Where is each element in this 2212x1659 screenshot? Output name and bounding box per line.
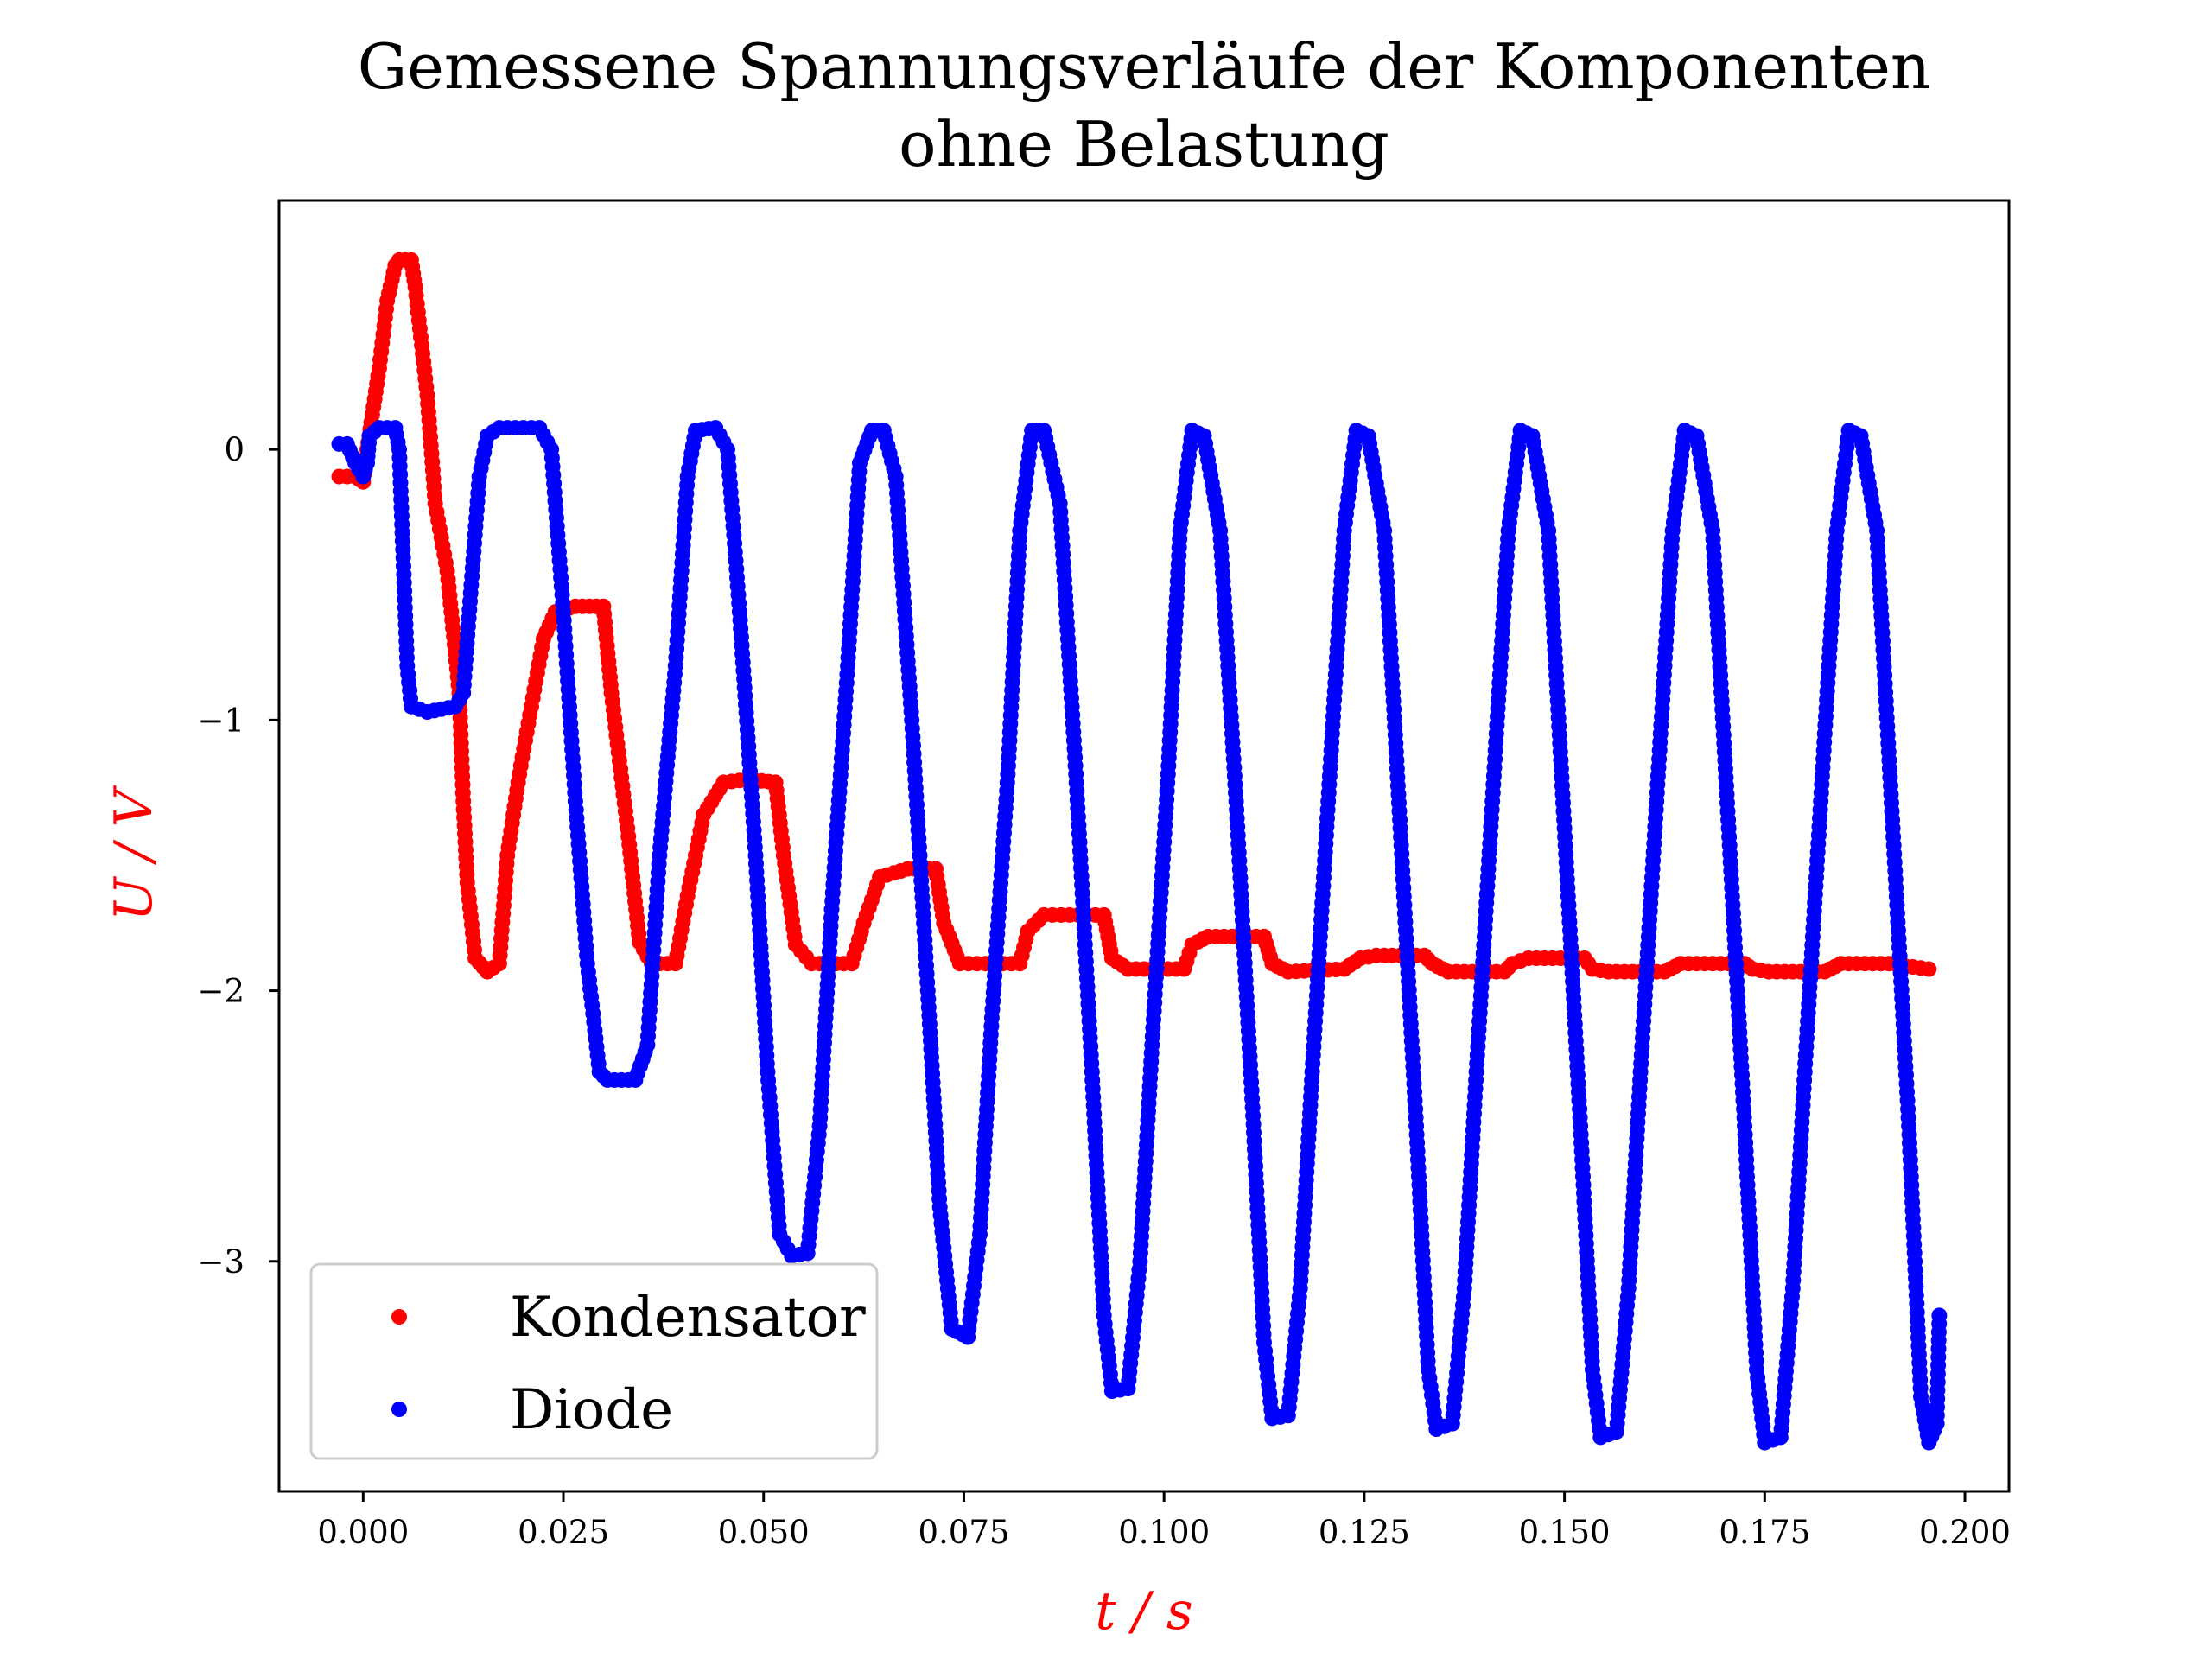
plot-frame bbox=[277, 199, 2011, 1493]
x-tick-label: 0.150 bbox=[1519, 1514, 1611, 1551]
x-tick-label: 0.100 bbox=[1118, 1514, 1210, 1551]
data-point bbox=[1921, 961, 1937, 977]
x-tick-label: 0.050 bbox=[718, 1514, 810, 1551]
chart-title-line1: Gemessene Spannungsverläufe der Komponen… bbox=[358, 30, 1931, 103]
x-tick-label: 0.000 bbox=[317, 1514, 409, 1551]
legend: Kondensator Diode bbox=[309, 1262, 879, 1460]
x-tick-label: 0.075 bbox=[918, 1514, 1009, 1551]
x-axis-label: t / s bbox=[1095, 1581, 1192, 1642]
y-tick-label: 0 bbox=[224, 431, 245, 468]
x-axis: 0.000 0.025 0.050 0.075 0.100 0.125 0.150 0.175… bbox=[317, 1491, 2011, 1551]
legend-label-kondensator: Kondensator bbox=[510, 1286, 866, 1350]
y-tick-label: −2 bbox=[197, 973, 245, 1010]
x-tick-label: 0.175 bbox=[1719, 1514, 1810, 1551]
legend-marker-kondensator bbox=[391, 1309, 407, 1325]
series-layer bbox=[331, 251, 1948, 1451]
y-tick-label: −1 bbox=[197, 702, 245, 739]
y-axis: 0 −1 −2 −3 bbox=[197, 431, 279, 1281]
series-diode bbox=[331, 420, 1948, 1451]
legend-marker-diode bbox=[391, 1402, 407, 1417]
legend-box bbox=[309, 1262, 879, 1460]
legend-label-diode: Diode bbox=[510, 1378, 673, 1442]
chart-title-line2: ohne Belastung bbox=[899, 108, 1389, 181]
x-tick-label: 0.025 bbox=[518, 1514, 609, 1551]
x-tick-label: 0.125 bbox=[1319, 1514, 1410, 1551]
data-point bbox=[1931, 1307, 1948, 1324]
y-axis-label: U / V bbox=[104, 785, 164, 921]
x-tick-label: 0.200 bbox=[1919, 1514, 2011, 1551]
y-tick-label: −3 bbox=[197, 1243, 245, 1281]
